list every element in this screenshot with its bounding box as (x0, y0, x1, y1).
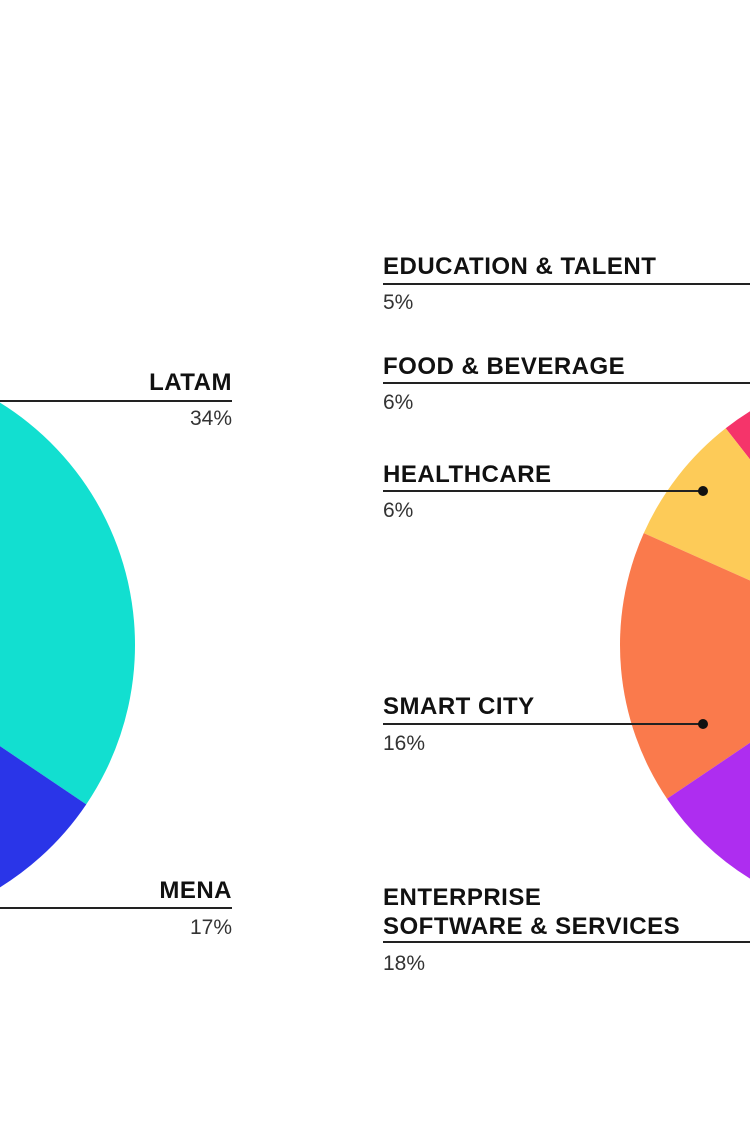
slice-value-latam: 34% (190, 407, 232, 430)
slice-labels: LATAM 34% MENA 17% EDUCATION & TALENT 5% FOOD … (0, 253, 750, 975)
slice-value-smart-city: 16% (383, 732, 425, 755)
slice-value-mena: 17% (190, 916, 232, 939)
pie-slice-enterprise-software-and-services (667, 742, 750, 879)
slice-value-food-and-beverage: 6% (383, 391, 413, 414)
slice-label-mena: MENA (159, 877, 232, 904)
slice-label-latam: LATAM (149, 369, 232, 396)
slice-value-healthcare: 6% (383, 499, 413, 522)
region-pie-chart (0, 402, 136, 888)
slice-label-enterprise-software-and-services: ENTERPRISE SOFTWARE & SERVICES (383, 884, 680, 940)
pie-slice-smart-city (620, 533, 750, 799)
leader-dot-smart-city (698, 719, 708, 729)
slice-value-education-and-talent: 5% (383, 291, 413, 314)
pie-slice-latam (0, 402, 136, 805)
slice-label-healthcare: HEALTHCARE (383, 461, 552, 488)
slice-label-smart-city: SMART CITY (383, 693, 535, 720)
pie-slice-healthcare (643, 428, 750, 581)
pie-slice-mena (0, 746, 87, 888)
slice-value-enterprise-software-and-services: 18% (383, 952, 425, 975)
slice-label-education-and-talent: EDUCATION & TALENT (383, 253, 656, 280)
leader-dot-healthcare (698, 486, 708, 496)
pie-slice-food-and-beverage (725, 411, 750, 460)
slice-label-food-and-beverage: FOOD & BEVERAGE (383, 353, 625, 380)
sector-pie-chart (620, 411, 750, 879)
